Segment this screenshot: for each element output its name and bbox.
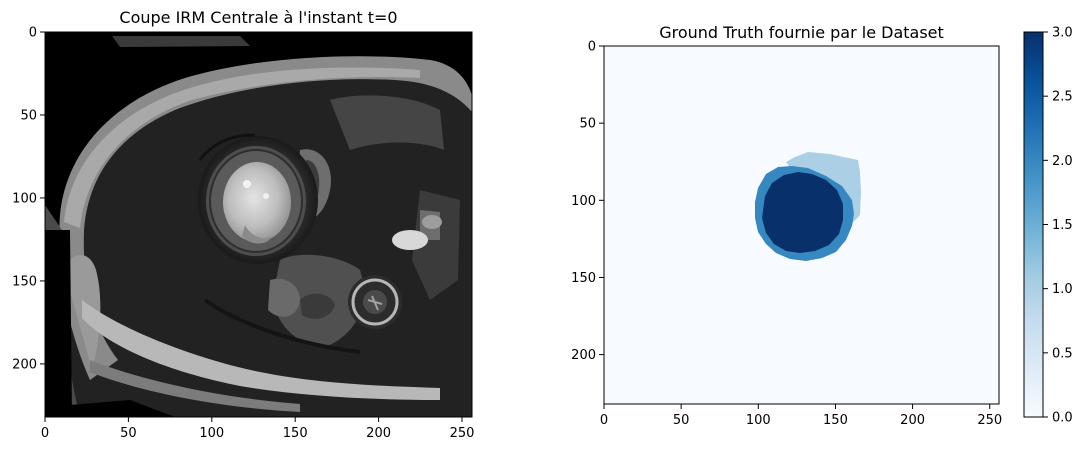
y-tick-label: 0 [29,26,37,41]
x-tick-label: 150 [823,413,848,428]
x-tick-label: 200 [900,413,925,428]
label-3-region [762,172,843,253]
x-tick-label: 0 [600,413,608,428]
y-tick-label: 150 [12,274,37,289]
x-tick-label: 50 [673,413,690,428]
x-tick-label: 0 [41,426,49,441]
colorbar-tick-label: 1.5 [1052,218,1073,233]
y-tick-label: 200 [571,348,596,363]
left-ticks: 0 50 100 150 200 250 0 50 100 150 200 [12,26,474,442]
y-tick-label: 100 [12,191,37,206]
colorbar-tick-label: 1.0 [1052,282,1073,297]
x-tick-label: 250 [977,413,1002,428]
x-tick-label: 100 [199,426,224,441]
mri-image [45,32,472,417]
x-tick-label: 250 [450,426,475,441]
colorbar-tick-label: 2.0 [1052,154,1073,169]
right-ticks: 0 50 100 150 200 250 0 50 100 150 200 [571,40,1002,429]
colorbar-tick-label: 0.0 [1052,411,1073,426]
colorbar-ticks: 0.0 0.5 1.0 1.5 2.0 2.5 3.0 [1043,26,1073,426]
x-tick-label: 50 [120,426,137,441]
x-tick-label: 150 [283,426,308,441]
left-axes-frame [44,31,473,418]
right-title: Ground Truth fournie par le Dataset [659,23,944,42]
x-tick-label: 100 [746,413,771,428]
x-tick-label: 200 [366,426,391,441]
colorbar-tick-label: 0.5 [1052,346,1073,361]
y-tick-label: 0 [588,40,596,55]
ground-truth-image [604,46,999,404]
colorbar-tick-label: 2.5 [1052,90,1073,105]
y-tick-label: 50 [579,117,596,132]
y-tick-label: 200 [12,357,37,372]
y-tick-label: 100 [571,194,596,209]
left-title: Coupe IRM Centrale à l'instant t=0 [119,8,397,27]
y-tick-label: 150 [571,271,596,286]
colorbar [1023,31,1044,418]
right-axes-frame [603,45,1000,405]
y-tick-label: 50 [20,108,37,123]
colorbar-tick-label: 3.0 [1052,26,1073,41]
